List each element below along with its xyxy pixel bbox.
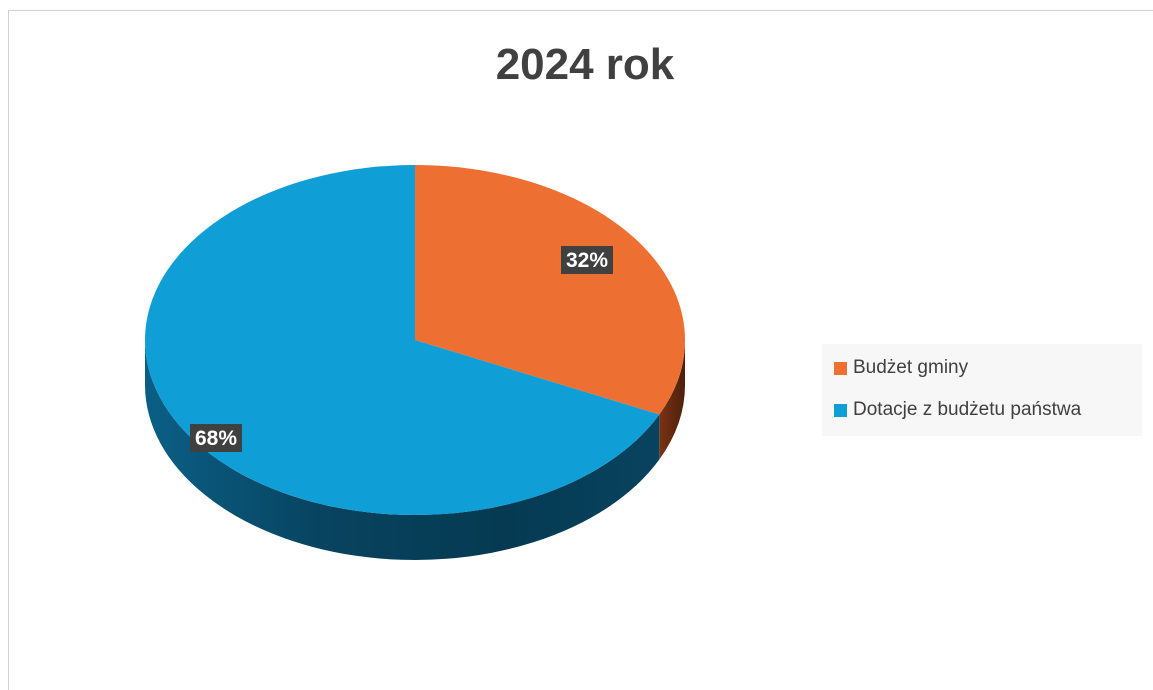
pie-side-1 <box>145 340 660 560</box>
legend-item-budzet-gminy: Budżet gminy <box>834 356 968 380</box>
data-label-0: 32% <box>561 246 613 274</box>
legend-label: Dotacje z budżetu państwa <box>853 399 1082 420</box>
pie-side-0 <box>659 340 685 460</box>
legend-item-dotacje: Dotacje z budżetu państwa <box>834 398 1081 422</box>
pie-slice-0 <box>415 165 685 415</box>
pie-side <box>145 340 685 560</box>
chart-title: 2024 rok <box>495 40 675 89</box>
pie-top <box>144 165 685 515</box>
data-label-1: 68% <box>190 424 242 452</box>
legend-label: Budżet gminy <box>853 357 969 378</box>
legend-swatch-budzet-gminy <box>834 361 847 375</box>
svg-text:68%: 68% <box>195 427 237 450</box>
svg-text:32%: 32% <box>566 249 608 272</box>
pie-slice-1 <box>144 165 660 515</box>
legend-swatch-dotacje <box>834 403 847 417</box>
pie-labels: 32% 68% <box>190 246 613 452</box>
legend: Budżet gminy Dotacje z budżetu państwa <box>822 344 1142 436</box>
chart-frame <box>8 10 1153 690</box>
